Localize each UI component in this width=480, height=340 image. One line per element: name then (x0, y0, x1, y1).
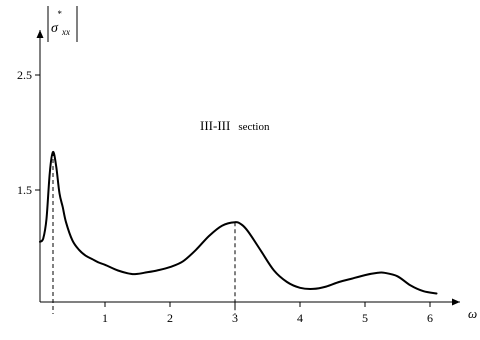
y-tick-label: 1.5 (17, 183, 32, 197)
y-axis-arrow (36, 30, 44, 38)
y-label-accent: * (57, 9, 62, 19)
x-tick-label: 2 (167, 311, 173, 325)
annotation-main: III-III (200, 118, 230, 133)
y-label-subscript: xx (61, 27, 70, 37)
x-tick-label: 6 (427, 311, 433, 325)
series-line (39, 150, 438, 295)
annotation-sub: section (238, 121, 270, 133)
y-ticks: 1.5 2.5 (17, 68, 40, 197)
axes (36, 30, 460, 306)
x-axis-arrow (452, 298, 460, 306)
x-tick-label: 1 (102, 311, 108, 325)
x-tick-label: 3 (232, 311, 238, 325)
x-axis-label: ω (468, 306, 477, 321)
x-tick-label: 5 (362, 311, 368, 325)
dashed-markers (52, 152, 236, 314)
x-ticks: 1 2 3 4 5 6 (102, 302, 433, 325)
y-axis-label: σ * xx (47, 6, 78, 42)
y-label-symbol: σ (51, 21, 59, 36)
y-tick-label: 2.5 (17, 68, 32, 82)
series-group (39, 150, 438, 295)
x-tick-label: 4 (297, 311, 303, 325)
chart-annotation: III-III section (200, 117, 270, 134)
